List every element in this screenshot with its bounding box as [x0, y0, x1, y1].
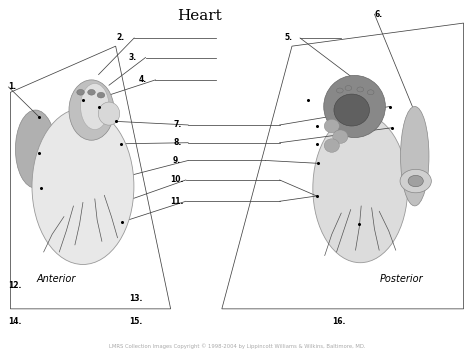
Circle shape	[77, 89, 84, 95]
Ellipse shape	[99, 102, 119, 125]
Ellipse shape	[15, 110, 56, 188]
Text: Posterior: Posterior	[380, 274, 424, 284]
Circle shape	[408, 175, 423, 187]
Ellipse shape	[333, 130, 348, 143]
Ellipse shape	[334, 94, 369, 126]
Circle shape	[367, 90, 374, 95]
Text: 6.: 6.	[374, 10, 383, 19]
Ellipse shape	[324, 119, 339, 133]
Text: 4.: 4.	[139, 75, 147, 84]
Text: 15.: 15.	[129, 317, 142, 326]
Circle shape	[400, 169, 431, 193]
Text: 5.: 5.	[284, 33, 292, 43]
Circle shape	[345, 86, 352, 91]
Text: LMRS Collection Images Copyright © 1998-2004 by Lippincott Williams & Wilkins, B: LMRS Collection Images Copyright © 1998-…	[109, 343, 365, 349]
Circle shape	[97, 92, 105, 98]
Text: 13.: 13.	[129, 294, 142, 304]
Text: Anterior: Anterior	[36, 274, 76, 284]
Circle shape	[357, 87, 364, 92]
Text: 16.: 16.	[332, 317, 345, 326]
Ellipse shape	[32, 108, 134, 264]
Ellipse shape	[401, 106, 429, 206]
Ellipse shape	[313, 114, 408, 263]
Text: 11.: 11.	[170, 197, 183, 206]
Text: Heart: Heart	[177, 9, 221, 23]
Text: 3.: 3.	[129, 53, 137, 62]
Ellipse shape	[81, 83, 109, 130]
Circle shape	[88, 89, 95, 95]
Ellipse shape	[324, 76, 385, 138]
Text: 7.: 7.	[173, 120, 181, 130]
Ellipse shape	[69, 80, 114, 140]
Text: 8.: 8.	[173, 138, 181, 147]
Text: 1.: 1.	[9, 82, 17, 92]
Text: 14.: 14.	[9, 317, 22, 326]
Text: 9.: 9.	[173, 156, 181, 165]
Text: 12.: 12.	[9, 281, 22, 290]
Text: 10.: 10.	[170, 175, 183, 185]
Text: 2.: 2.	[116, 33, 124, 43]
Circle shape	[337, 88, 343, 93]
Ellipse shape	[324, 139, 339, 152]
